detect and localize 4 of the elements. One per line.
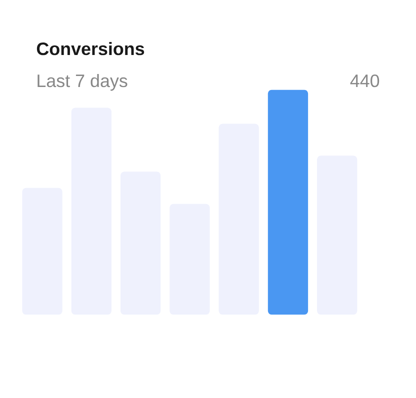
bar xyxy=(268,90,308,315)
text: 440 xyxy=(350,74,380,88)
chart-title: Conversions xyxy=(36,42,144,56)
chart-subtitle: Last 7 days xyxy=(38,74,128,91)
